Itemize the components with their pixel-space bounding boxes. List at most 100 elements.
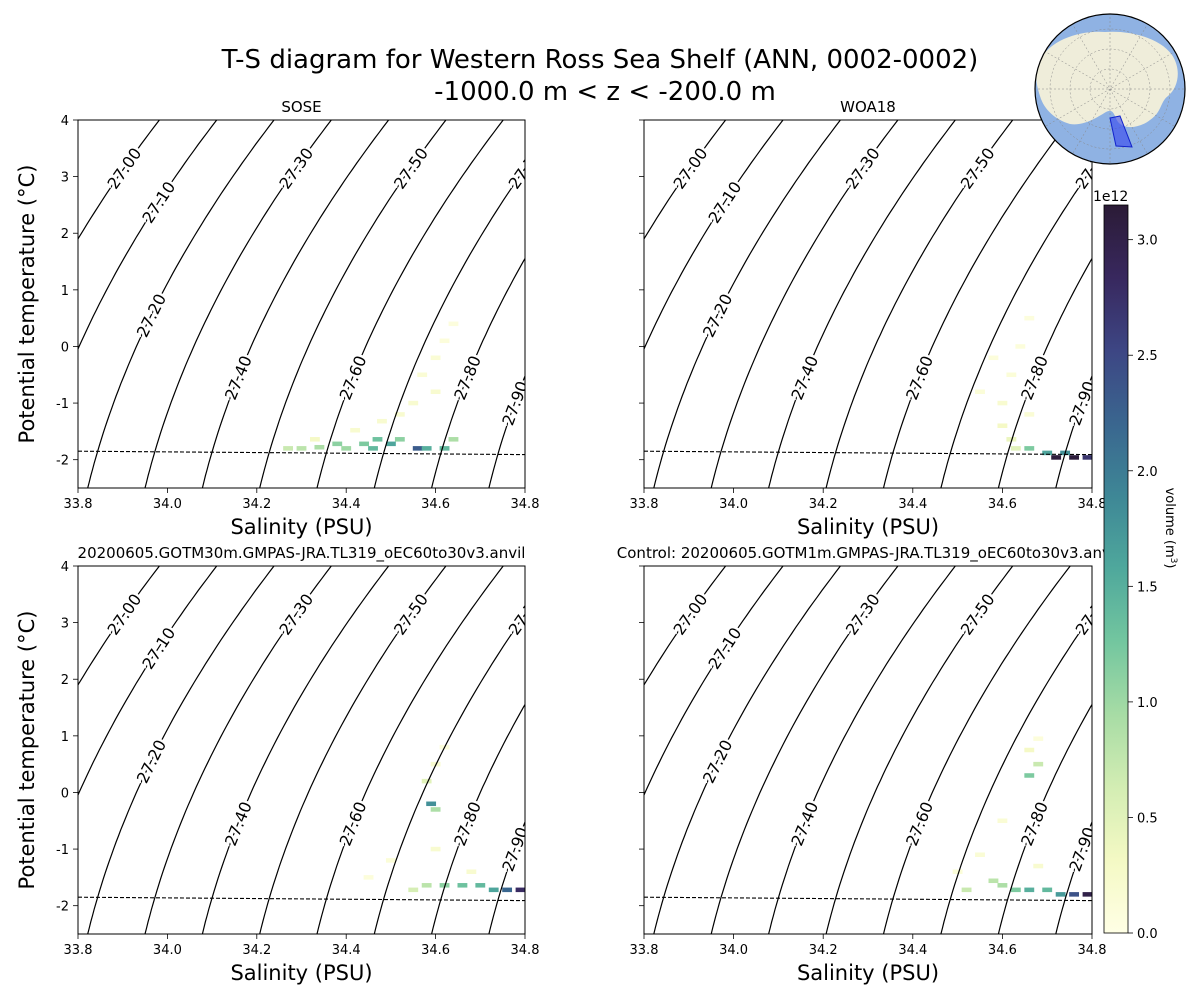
- contour-label: 27.00: [103, 590, 145, 638]
- density-contour: [431, 703, 525, 934]
- density-contour: [78, 566, 160, 687]
- contour-label: 27.10: [138, 178, 179, 227]
- heatmap-cell: [1051, 455, 1062, 460]
- heatmap-cell: [975, 389, 985, 395]
- x-tick-label: 34.0: [153, 943, 182, 958]
- heatmap-cell: [1055, 892, 1066, 897]
- colorbar-tick-label: 0.0: [1137, 927, 1158, 942]
- contour-label: 27.60: [902, 353, 937, 403]
- heatmap-cell: [439, 338, 450, 344]
- y-tick-label: -1: [56, 397, 69, 412]
- density-contour: [882, 566, 1071, 934]
- heatmap-cell: [385, 441, 396, 447]
- plot-area: 27.0027.1027.2027.3027.4027.5027.6027.70…: [644, 120, 1092, 488]
- heatmap-cell: [309, 437, 320, 442]
- contour-label: 27.20: [699, 291, 736, 340]
- x-tick-label: 34.4: [332, 943, 361, 958]
- heatmap-cell: [1082, 892, 1092, 897]
- heatmap-cell: [332, 441, 343, 447]
- x-axis-label: Salinity (PSU): [230, 961, 372, 985]
- freezing-line: [78, 450, 525, 456]
- heatmap-cell: [1010, 887, 1021, 893]
- contour-label: 27.40: [221, 799, 256, 849]
- y-tick-label: 1: [61, 284, 69, 299]
- heatmap-cell: [1024, 412, 1035, 417]
- x-tick-label: 34.4: [898, 943, 927, 958]
- contour-label: 27.50: [957, 590, 999, 638]
- density-contour: [644, 120, 784, 351]
- density-contour: [644, 120, 727, 241]
- y-tick-label: 1: [61, 730, 69, 745]
- density-contour: [997, 703, 1092, 934]
- density-contour: [87, 120, 275, 488]
- heatmap-cell: [1082, 455, 1092, 460]
- contour-label: 27.80: [450, 799, 485, 849]
- contour-label: 27.30: [842, 144, 884, 192]
- panel-sose: 27.0027.1027.2027.3027.4027.5027.6027.70…: [15, 98, 732, 539]
- colorbar-label: volume (m3): [1162, 488, 1178, 569]
- contour-label: 27.70: [505, 590, 547, 638]
- heatmap-cell: [394, 437, 405, 442]
- contour-label: 27.30: [275, 590, 317, 638]
- density-contour: [710, 566, 899, 934]
- x-tick-label: 34.8: [1078, 943, 1107, 958]
- heatmap-cell: [1015, 344, 1026, 349]
- plot-area: 27.0027.1027.2027.3027.4027.5027.6027.70…: [644, 566, 1099, 934]
- density-contour: [768, 120, 956, 488]
- x-tick-label: 33.8: [64, 943, 93, 958]
- y-tick-label: 4: [61, 560, 69, 575]
- heatmap-cell: [1024, 887, 1035, 893]
- contour-label: 27.50: [957, 144, 999, 192]
- heatmap-cell: [988, 355, 999, 361]
- inset-antarctica-landmass: [1036, 31, 1178, 128]
- contour-label: 27.50: [390, 144, 432, 192]
- colorbar-tick-label: 2.5: [1137, 349, 1158, 364]
- density-contour: [644, 566, 784, 797]
- heatmap-cell: [1033, 863, 1044, 869]
- panel-title: WOA18: [840, 98, 896, 116]
- axes-frame: [643, 119, 1093, 489]
- density-contour: [546, 120, 732, 488]
- contour-label: 27.70: [505, 144, 547, 192]
- density-contour: [316, 566, 504, 934]
- heatmap-cell: [430, 389, 441, 395]
- density-contour: [882, 120, 1071, 488]
- axes-frame: [77, 119, 526, 489]
- heatmap-cell: [417, 372, 428, 378]
- plot-area: 27.0027.1027.2027.3027.4027.5027.6027.70…: [78, 566, 547, 934]
- contour-label: 27.40: [221, 353, 256, 403]
- antarctica-inset-map: [1034, 13, 1186, 165]
- density-contour: [997, 257, 1092, 488]
- contour-label: 27.50: [390, 590, 432, 638]
- contour-label: 27.20: [133, 291, 170, 340]
- x-tick-label: 34.4: [898, 497, 927, 512]
- heatmap-cell: [1024, 315, 1035, 321]
- heatmap-cell: [430, 807, 441, 812]
- contour-label: 27.10: [704, 178, 745, 227]
- y-tick-label: -2: [56, 900, 69, 915]
- heatmap-cell: [952, 869, 963, 874]
- heatmap-cell: [1010, 446, 1021, 451]
- heatmap-cell: [350, 427, 361, 433]
- y-tick-label: -2: [56, 454, 69, 469]
- heatmap-cell: [1033, 736, 1044, 741]
- contour-label: 27.40: [787, 353, 822, 403]
- heatmap-cell: [439, 446, 450, 451]
- contour-label: 27.90: [1065, 824, 1099, 874]
- x-tick-label: 34.2: [809, 943, 838, 958]
- axes-frame: [77, 565, 526, 935]
- heatmap-cell: [997, 400, 1008, 406]
- panel-gotm30m: 27.0027.1027.2027.3027.4027.5027.6027.70…: [15, 544, 547, 985]
- heatmap-cell: [448, 321, 459, 327]
- density-contour: [940, 167, 1092, 488]
- contour-label: 27.30: [842, 590, 884, 638]
- y-axis-label: Potential temperature (°C): [15, 165, 39, 444]
- density-contour: [373, 167, 525, 488]
- heatmap-cell: [359, 441, 369, 447]
- heatmap-cell: [488, 887, 499, 893]
- heatmap-cell: [997, 423, 1008, 428]
- heatmap-cell: [502, 887, 513, 893]
- y-tick-label: 3: [61, 171, 69, 186]
- colorbar-tick-label: 0.5: [1137, 811, 1158, 826]
